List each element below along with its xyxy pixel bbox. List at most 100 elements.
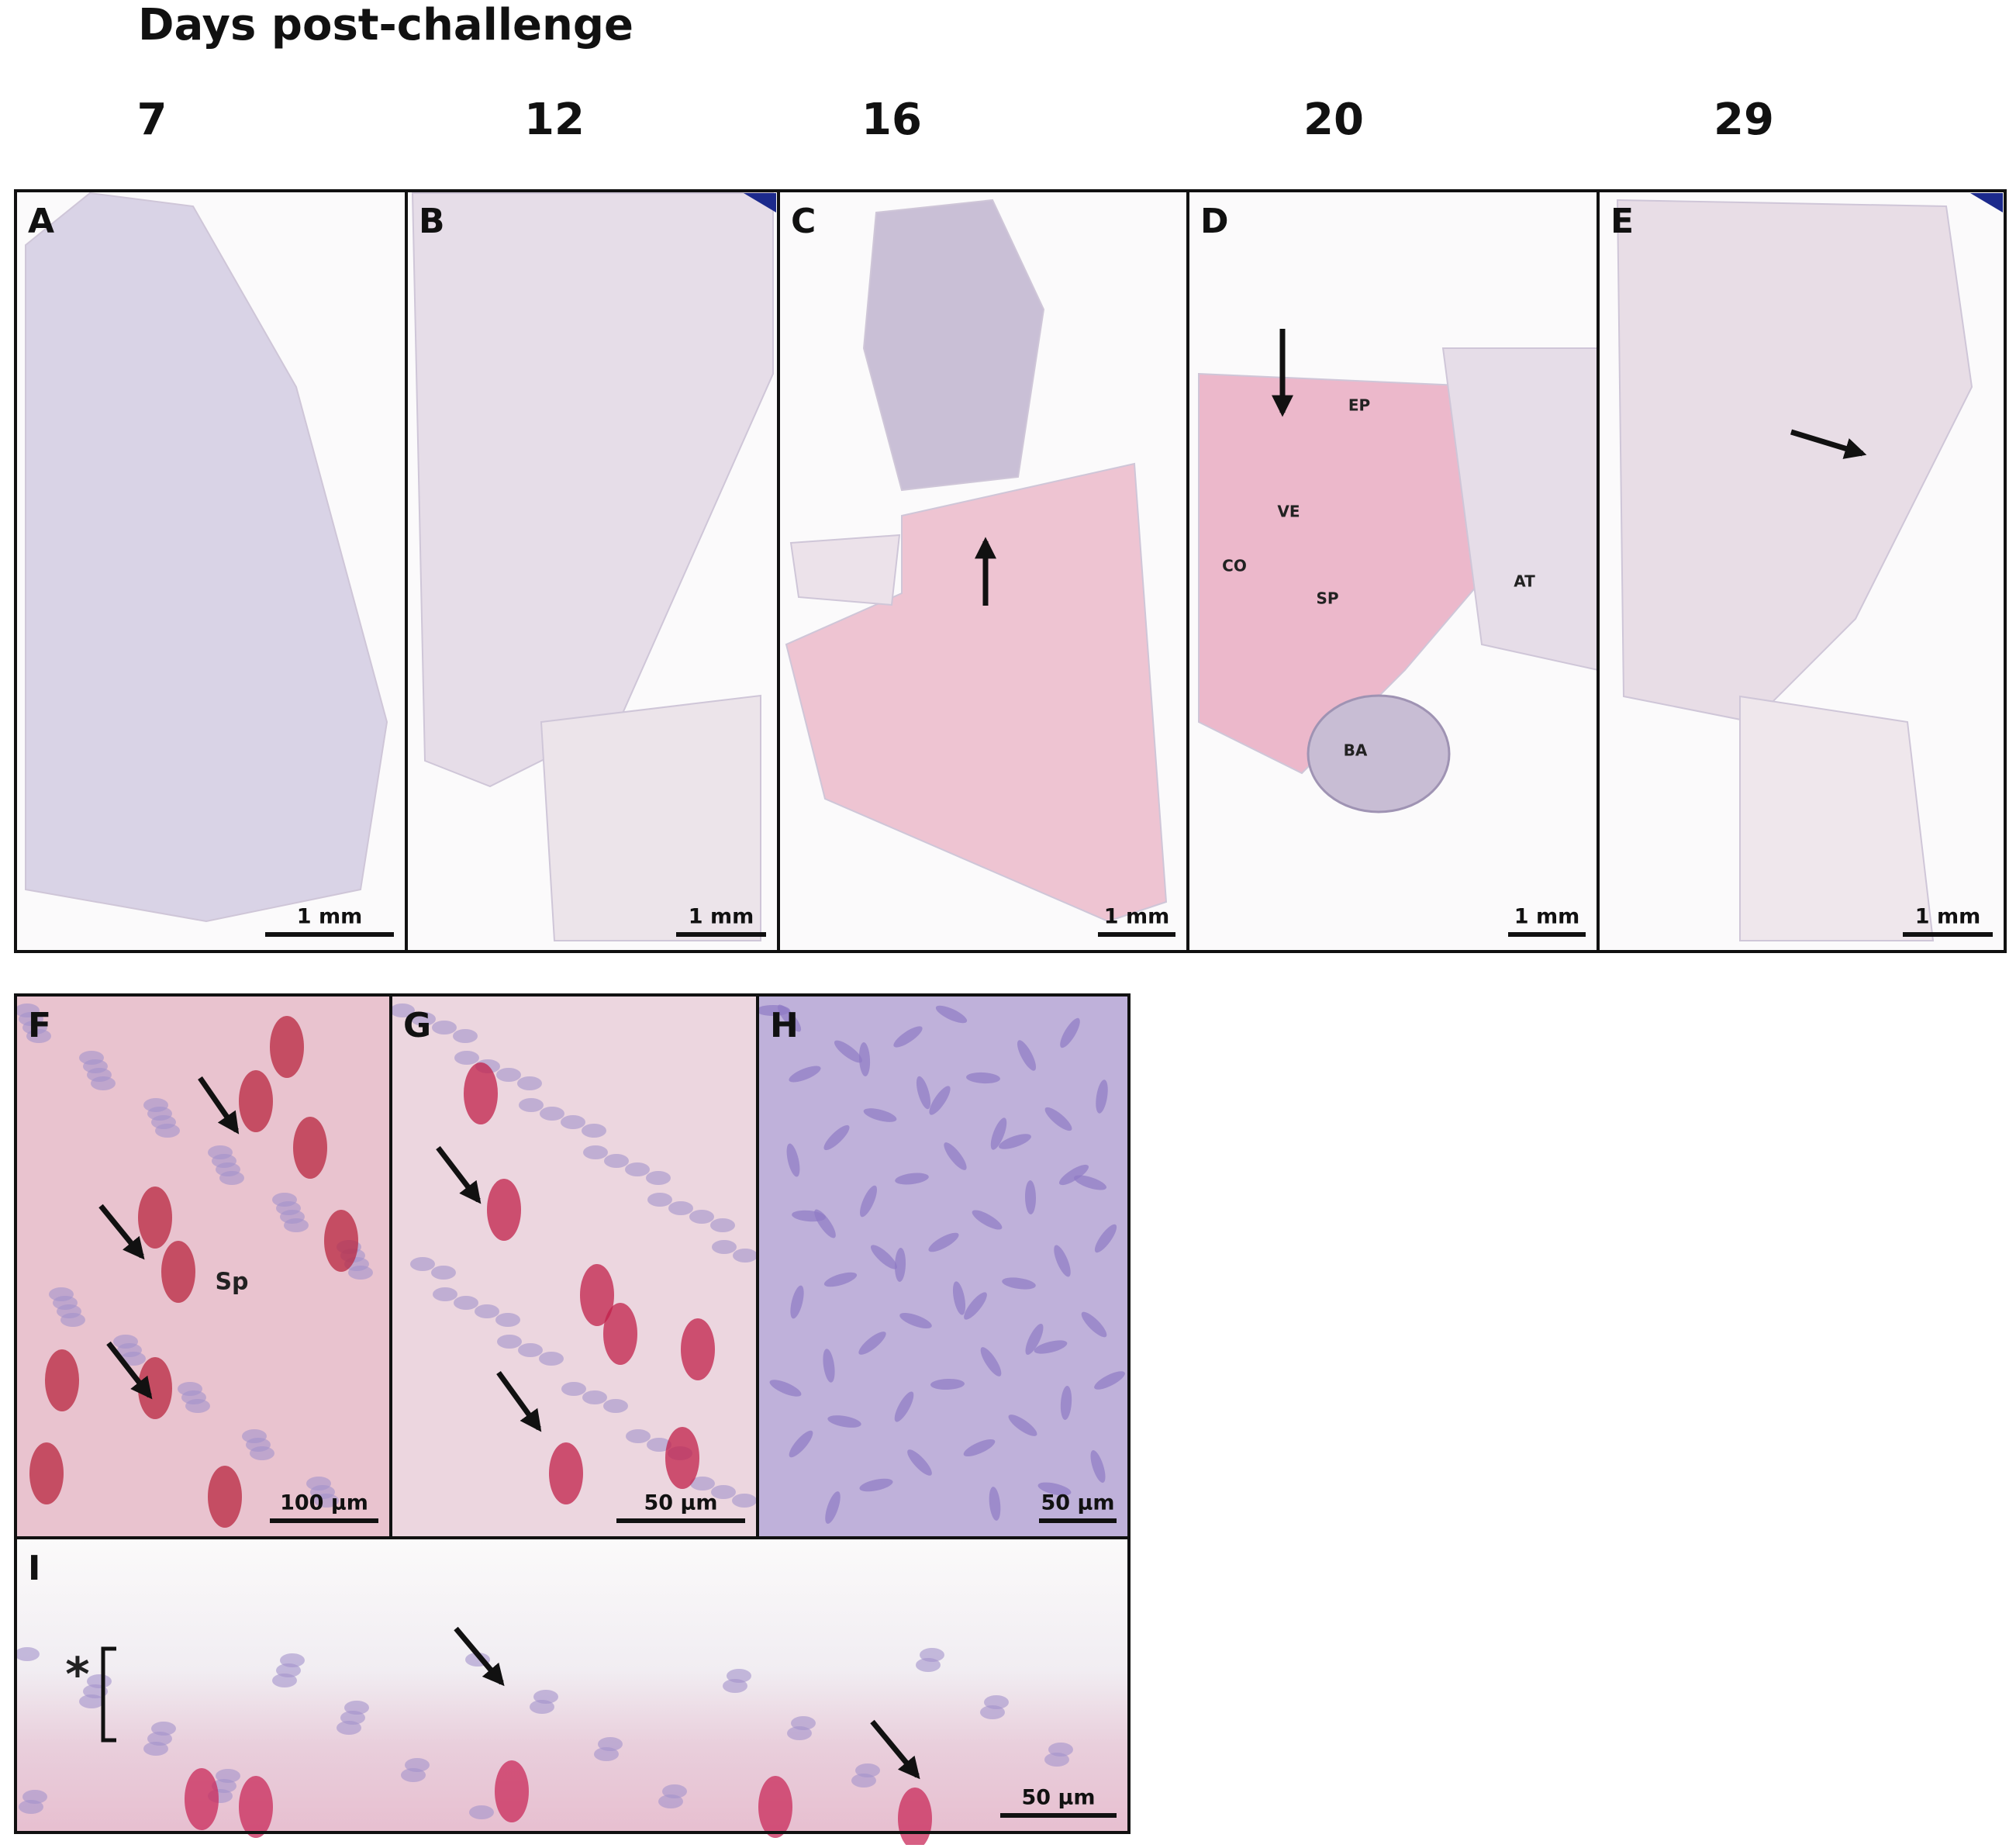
stain <box>324 1210 358 1272</box>
nucleus <box>390 1003 415 1017</box>
tissue-section <box>789 534 901 606</box>
scale-bar-label: 1 mm <box>689 905 754 929</box>
nucleus <box>712 1240 737 1254</box>
scale-bar-label: 50 µm <box>644 1491 718 1515</box>
nucleus <box>582 1124 606 1138</box>
nucleus <box>475 1304 499 1318</box>
scale-bar-label: 1 mm <box>1514 905 1579 929</box>
nucleus <box>928 1232 959 1252</box>
nucleus <box>60 1313 85 1327</box>
stain <box>239 1776 273 1838</box>
nucleus <box>935 1005 968 1024</box>
panel-label: G <box>403 1006 431 1045</box>
nucleus <box>944 1142 967 1170</box>
nucleus <box>314 1494 339 1508</box>
stain <box>161 1241 195 1303</box>
stain <box>293 1117 327 1179</box>
nucleus <box>87 1674 112 1688</box>
nucleus <box>454 1296 478 1310</box>
nucleus <box>823 1272 858 1287</box>
scale-bar-label: 1 mm <box>1104 905 1169 929</box>
annotation: EP <box>1348 396 1370 415</box>
nucleus <box>1017 1040 1037 1071</box>
nucleus <box>469 1805 494 1819</box>
stain <box>758 1776 792 1838</box>
nucleus <box>786 1143 800 1177</box>
nucleus <box>690 1477 715 1490</box>
nucleus <box>668 1201 693 1215</box>
day-label: 29 <box>1714 95 1774 145</box>
nucleus <box>860 1185 877 1218</box>
nucleus <box>789 1066 821 1083</box>
nucleus <box>219 1171 244 1185</box>
tissue-section <box>862 199 1045 492</box>
nucleus <box>344 1701 369 1715</box>
nucleus <box>790 1285 804 1319</box>
stain <box>185 1768 219 1830</box>
nucleus <box>1044 1107 1072 1131</box>
nucleus <box>814 1209 836 1238</box>
nucleus <box>121 1352 146 1366</box>
nucleus <box>647 1193 672 1207</box>
panel-border <box>14 1536 1131 1834</box>
day-label: 20 <box>1303 95 1364 145</box>
nucleus <box>972 1210 1003 1230</box>
nucleus <box>1060 1386 1072 1420</box>
nucleus <box>496 1068 521 1082</box>
nucleus <box>539 1352 564 1366</box>
nucleus <box>863 1108 897 1122</box>
nucleus <box>431 1266 456 1280</box>
nucleus <box>1024 1180 1037 1214</box>
nucleus <box>1048 1743 1073 1756</box>
nucleus <box>410 1257 435 1271</box>
nucleus <box>894 1248 906 1282</box>
nucleus <box>582 1390 607 1404</box>
nucleus <box>1096 1079 1108 1114</box>
nucleus <box>1037 1482 1072 1496</box>
arrow <box>870 1719 920 1780</box>
stain <box>665 1427 699 1489</box>
panel-border <box>1597 189 2007 953</box>
nucleus <box>1002 1277 1036 1290</box>
nucleus <box>518 1343 543 1357</box>
nucleus <box>823 1349 835 1383</box>
nucleus <box>1058 1164 1089 1186</box>
nucleus <box>453 1029 478 1043</box>
nucleus <box>185 1399 210 1413</box>
nucleus <box>603 1399 628 1413</box>
slide-corner <box>1970 193 2003 212</box>
nucleus <box>26 1029 51 1043</box>
stain <box>270 1016 304 1078</box>
arrow <box>436 1145 482 1204</box>
panel-label: H <box>770 1006 799 1045</box>
nucleus <box>858 1042 871 1076</box>
panel-background <box>16 1538 1129 1832</box>
panel-label: F <box>28 1006 51 1045</box>
panel-background <box>758 995 1129 1538</box>
nucleus <box>604 1154 629 1168</box>
nucleus <box>348 1266 373 1280</box>
nucleus <box>952 1281 966 1315</box>
nucleus <box>711 1485 736 1499</box>
nucleus <box>647 1438 671 1452</box>
nucleus <box>732 1494 757 1508</box>
stain <box>29 1442 64 1504</box>
nucleus <box>984 1695 1009 1709</box>
tissue-section <box>1739 695 1935 941</box>
panel-label: B <box>419 202 445 241</box>
nucleus <box>22 1790 47 1804</box>
nucleus <box>517 1076 542 1090</box>
stain <box>495 1760 529 1822</box>
scale-bar-label: 50 µm <box>1022 1786 1096 1810</box>
arrow <box>454 1626 505 1687</box>
nucleus <box>1094 1371 1125 1390</box>
nucleus <box>583 1145 608 1159</box>
nucleus <box>907 1449 932 1476</box>
day-label: 16 <box>861 95 922 145</box>
nucleus <box>1054 1245 1071 1277</box>
nucleus <box>1008 1414 1037 1436</box>
figure-title: Days post-challenge <box>138 0 633 50</box>
nucleus <box>858 1332 886 1355</box>
tissue-section <box>1307 694 1451 813</box>
